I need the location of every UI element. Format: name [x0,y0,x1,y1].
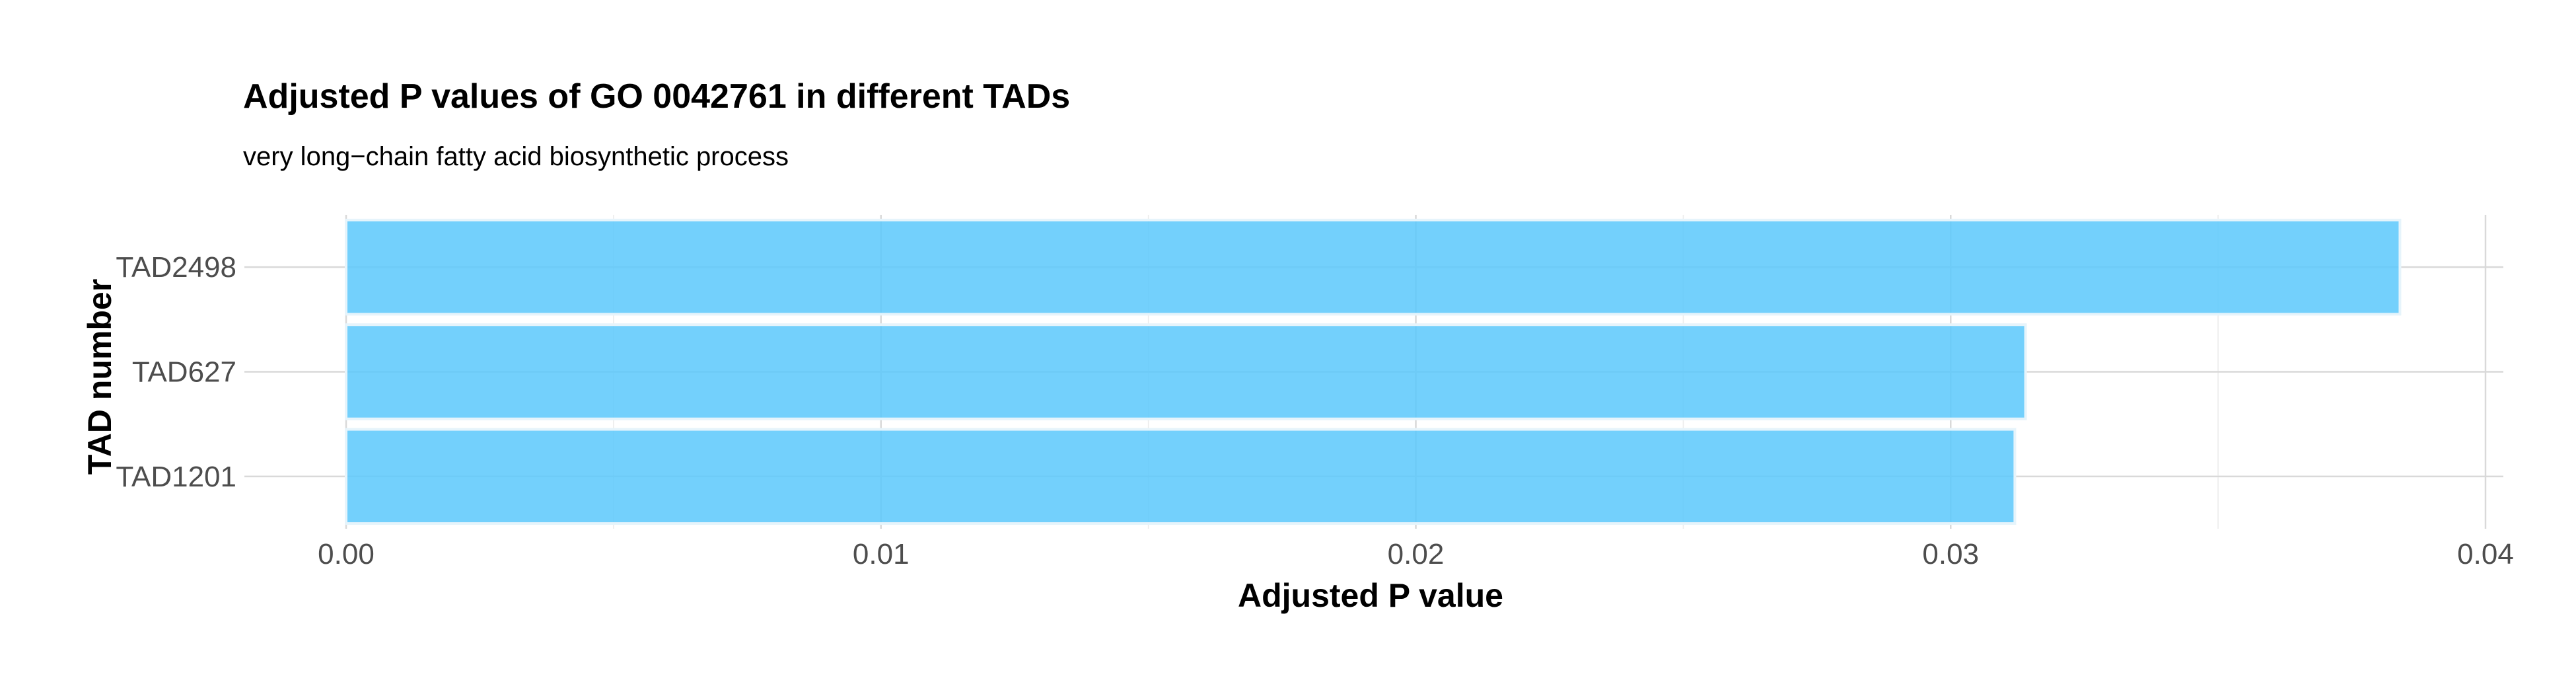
x-tick-label: 0.03 [1922,538,1979,570]
x-tick-label: 0.04 [2457,538,2514,570]
bars [345,218,2402,525]
y-axis-ticks: TAD2498 TAD627 TAD1201 [116,251,236,493]
chart-title: Adjusted P values of GO 0042761 in diffe… [243,77,1070,116]
bar-tad2498 [345,218,2402,316]
y-axis-title: TAD number [81,279,118,475]
bar-tad627 [345,323,2027,420]
x-tick-label: 0.01 [853,538,910,570]
y-tick-label: TAD1201 [116,461,236,493]
chart-subtitle: very long−chain fatty acid biosynthetic … [243,142,789,171]
y-tick-label: TAD627 [132,356,236,389]
bar-tad1201 [345,428,2017,525]
y-tick-label: TAD2498 [116,251,236,284]
x-axis-ticks: 0.00 0.01 0.02 0.03 0.04 [318,538,2514,570]
x-tick-label: 0.00 [318,538,375,570]
x-axis-title: Adjusted P value [1238,577,1503,614]
x-tick-label: 0.02 [1388,538,1445,570]
